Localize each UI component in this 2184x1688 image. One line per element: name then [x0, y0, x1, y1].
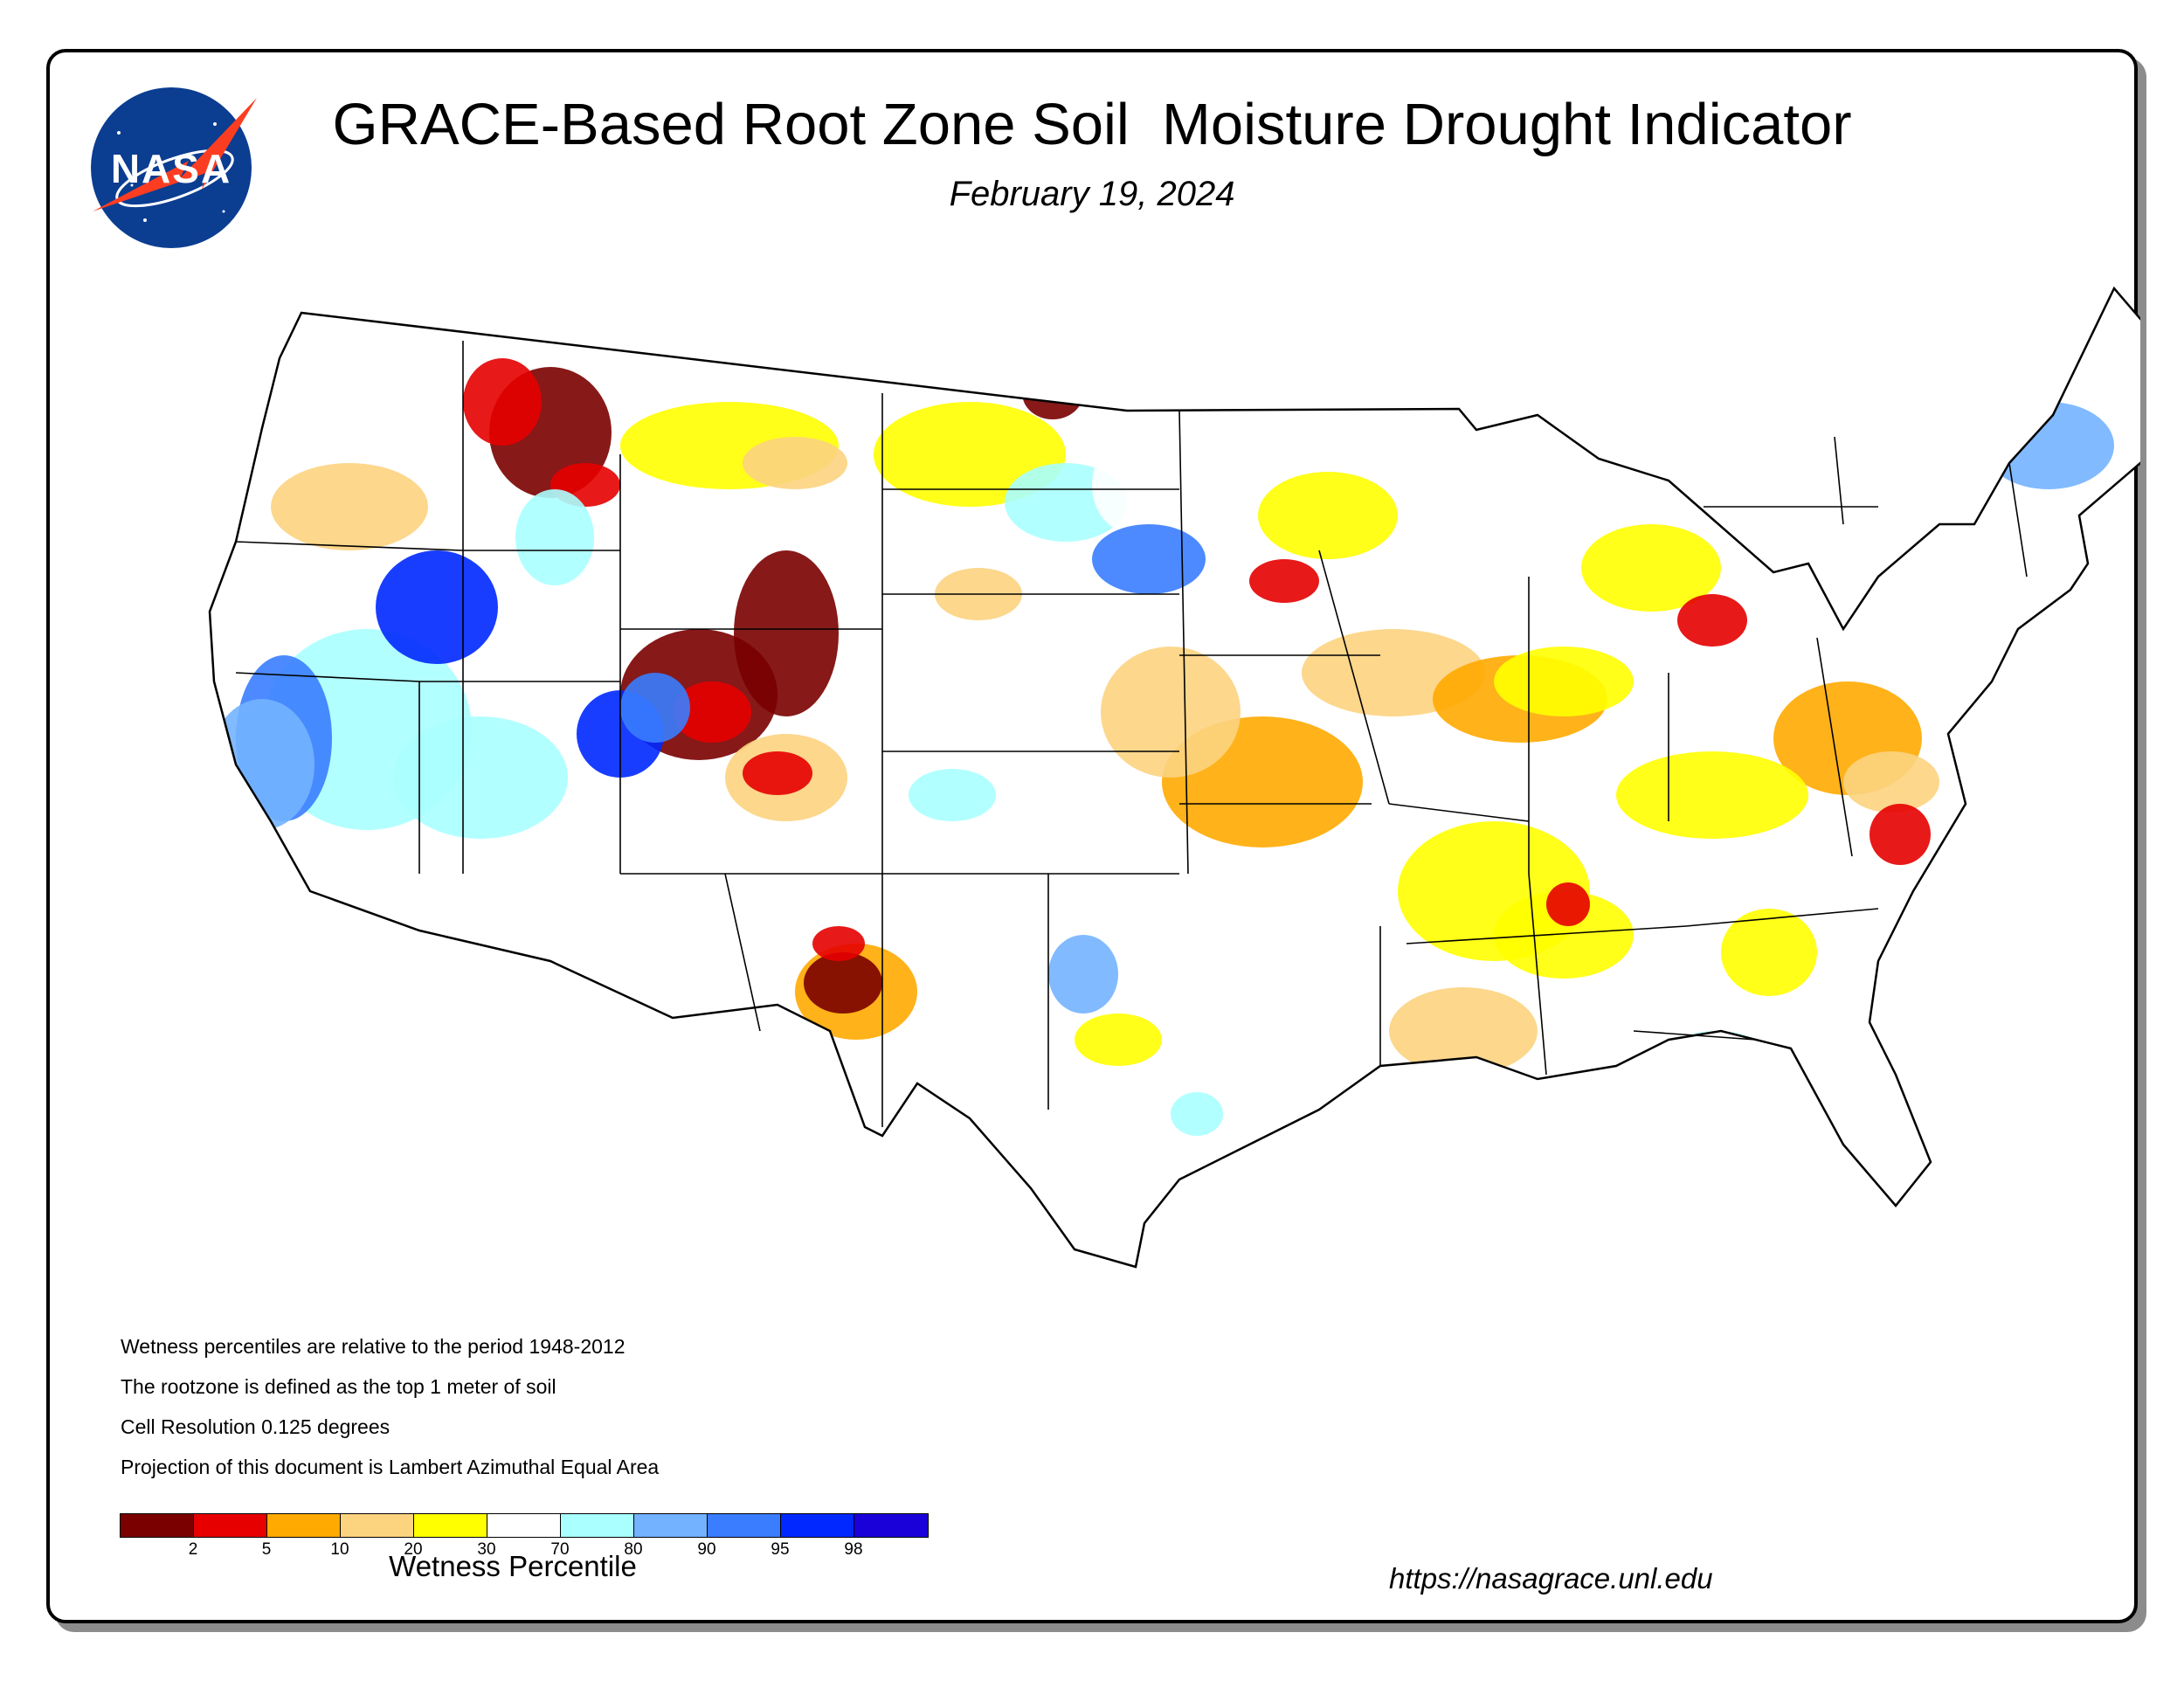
legend-tick-label: 5 [261, 1540, 272, 1559]
legend-title: Wetness Percentile [389, 1550, 637, 1582]
state-border [724, 873, 761, 1032]
moisture-region [1258, 472, 1398, 559]
legend-tick-label: 20 [404, 1540, 423, 1559]
legend-swatch [414, 1514, 487, 1537]
moisture-region [909, 769, 996, 821]
legend-swatch [708, 1514, 781, 1537]
legend-color-bar [120, 1513, 929, 1538]
moisture-region [743, 751, 812, 795]
source-url[interactable]: https://nasagrace.unl.edu [1389, 1562, 1713, 1595]
state-border [235, 541, 464, 551]
moisture-region [812, 926, 865, 961]
state-border [1528, 873, 1547, 1076]
moisture-region [376, 550, 498, 664]
moisture-region [620, 673, 690, 743]
note-line: The rootzone is defined as the top 1 met… [121, 1375, 556, 1398]
state-border [1388, 803, 1530, 822]
state-border [1633, 1030, 1757, 1041]
legend-swatch [267, 1514, 341, 1537]
state-border [1406, 925, 1687, 944]
moisture-region [1677, 594, 1747, 647]
moisture-region [1389, 987, 1538, 1075]
moisture-region [463, 358, 542, 446]
moisture-region [271, 463, 428, 550]
legend-swatch [854, 1514, 928, 1537]
legend-tick-label: 95 [771, 1540, 790, 1559]
moisture-region [1581, 524, 1721, 612]
moisture-region [314, 1022, 769, 1118]
legend-swatch [561, 1514, 634, 1537]
legend-tick-label: 2 [188, 1540, 198, 1559]
moisture-region [515, 489, 594, 585]
moisture-region [1765, 1092, 1826, 1188]
state-border [2008, 462, 2028, 578]
moisture-region [1494, 647, 1634, 716]
legend-swatch [341, 1514, 414, 1537]
legend-tick-label: 80 [624, 1540, 643, 1559]
legend-swatch [634, 1514, 708, 1537]
moisture-region [1546, 882, 1590, 926]
moisture-region [1075, 1013, 1162, 1066]
legend-tick-label: 98 [844, 1540, 863, 1559]
moisture-region [1616, 751, 1808, 839]
moisture-region [1048, 935, 1118, 1013]
nasa-logo-icon: NASA [91, 87, 257, 248]
moisture-region [1931, 419, 1983, 481]
state-border [1816, 637, 1853, 857]
moisture-region [1249, 559, 1319, 603]
note-line: Cell Resolution 0.125 degrees [121, 1415, 390, 1438]
moisture-region [1101, 647, 1241, 778]
moisture-region [1870, 804, 1931, 865]
moisture-region [743, 437, 847, 489]
legend-tick-label: 30 [477, 1540, 496, 1559]
moisture-region [262, 891, 419, 944]
conus-soil-moisture-map [208, 287, 2140, 1269]
moisture-region [673, 681, 751, 743]
legend-swatch [487, 1514, 561, 1537]
legend-ticks: 2 5 10 20 30 70 80 90 95 98 [120, 1538, 927, 1564]
note-line: Wetness percentiles are relative to the … [121, 1335, 625, 1358]
legend: 2 5 10 20 30 70 80 90 95 98 Wetness Percentile [120, 1513, 929, 1582]
legend-swatch [121, 1514, 194, 1537]
moisture-region [1171, 1092, 1223, 1136]
moisture-region [1022, 367, 1083, 419]
moisture-region [1773, 1136, 1852, 1267]
moisture-region [1843, 751, 1939, 813]
nasa-logo-text: NASA [111, 146, 232, 191]
map-date: February 19, 2024 [949, 175, 1235, 213]
moisture-region [734, 550, 839, 716]
legend-tick-label: 90 [697, 1540, 716, 1559]
moisture-region [1494, 891, 1634, 979]
page-title: GRACE-Based Root Zone Soil Moisture Drou… [332, 92, 1852, 157]
state-border [1178, 410, 1189, 875]
moisture-region [1092, 524, 1206, 594]
legend-swatch [194, 1514, 267, 1537]
legend-swatch [781, 1514, 854, 1537]
legend-tick-label: 10 [330, 1540, 349, 1559]
map-notes: Wetness percentiles are relative to the … [121, 1326, 659, 1487]
state-border [1834, 436, 1844, 525]
moisture-region [210, 699, 314, 830]
moisture-region [1092, 437, 1171, 533]
note-line: Projection of this document is Lambert A… [121, 1456, 660, 1478]
state-border [1685, 908, 1879, 927]
state-border [1318, 550, 1390, 805]
legend-tick-label: 70 [550, 1540, 570, 1559]
moisture-region [393, 716, 568, 839]
moisture-region [804, 952, 882, 1013]
moisture-region [1721, 909, 1817, 996]
